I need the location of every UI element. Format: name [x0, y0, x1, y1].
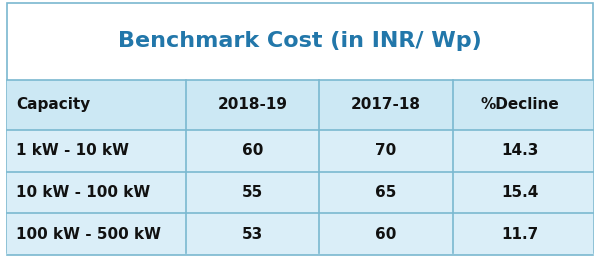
Text: 60: 60 [242, 143, 263, 158]
Text: 100 kW - 500 kW: 100 kW - 500 kW [16, 227, 161, 242]
Text: Benchmark Cost (in INR/ Wp): Benchmark Cost (in INR/ Wp) [118, 31, 482, 51]
Bar [7, 172, 593, 213]
Text: 60: 60 [376, 227, 397, 242]
Text: 11.7: 11.7 [501, 227, 538, 242]
Text: Capacity: Capacity [16, 97, 91, 112]
Text: %Decline: %Decline [480, 97, 559, 112]
Text: 65: 65 [376, 185, 397, 200]
Bar [7, 213, 593, 255]
Text: 1 kW - 10 kW: 1 kW - 10 kW [16, 143, 129, 158]
Text: 55: 55 [242, 185, 263, 200]
Text: 10 kW - 100 kW: 10 kW - 100 kW [16, 185, 151, 200]
Text: 2018-19: 2018-19 [218, 97, 287, 112]
Text: 53: 53 [242, 227, 263, 242]
Text: 14.3: 14.3 [501, 143, 538, 158]
Bar [7, 130, 593, 172]
Text: 2017-18: 2017-18 [351, 97, 421, 112]
Text: 70: 70 [376, 143, 397, 158]
Text: 15.4: 15.4 [501, 185, 538, 200]
Bar [7, 80, 593, 130]
